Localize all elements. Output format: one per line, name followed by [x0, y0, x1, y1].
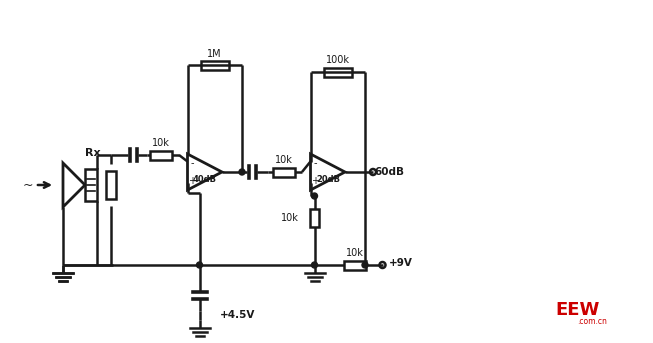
Bar: [150, 151, 172, 159]
Text: -: -: [190, 158, 194, 168]
Text: 1M: 1M: [208, 49, 222, 59]
Text: +: +: [311, 176, 319, 186]
Bar: [273, 167, 295, 177]
Text: 10k: 10k: [281, 213, 298, 223]
Circle shape: [197, 262, 202, 268]
Text: +9V: +9V: [389, 258, 413, 268]
Text: +: +: [188, 176, 196, 186]
Text: 10k: 10k: [152, 138, 170, 148]
Circle shape: [362, 262, 368, 268]
Circle shape: [311, 193, 317, 199]
Text: 10k: 10k: [345, 248, 364, 258]
Text: EEW: EEW: [555, 301, 599, 319]
Text: 40dB: 40dB: [193, 175, 217, 184]
Text: 10k: 10k: [275, 155, 293, 165]
Circle shape: [311, 262, 317, 268]
Text: Rx: Rx: [85, 148, 101, 158]
Text: 60dB: 60dB: [374, 167, 404, 177]
Bar: [106, 171, 116, 199]
Text: ~: ~: [23, 178, 33, 191]
Text: 100k: 100k: [326, 55, 350, 65]
Circle shape: [239, 169, 245, 175]
Text: -: -: [313, 158, 317, 168]
Bar: [343, 260, 366, 270]
Text: 20dB: 20dB: [316, 175, 340, 184]
Text: .com.cn: .com.cn: [577, 318, 607, 327]
Bar: [200, 60, 229, 70]
Bar: [324, 68, 352, 76]
Bar: [310, 209, 319, 227]
Bar: [85, 169, 97, 201]
Text: +4.5V: +4.5V: [220, 310, 255, 320]
